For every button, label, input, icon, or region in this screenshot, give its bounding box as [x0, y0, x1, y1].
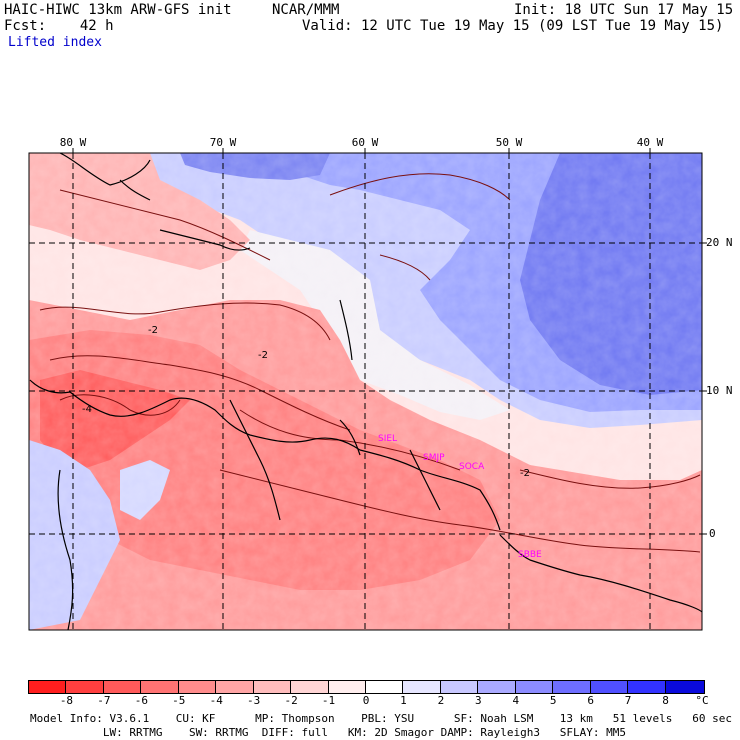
colorbar-swatch — [65, 680, 106, 694]
contour-lines — [39, 173, 701, 553]
valid-time: Valid: 12 UTC Tue 19 May 15 (09 LST Tue … — [302, 18, 724, 34]
colorbar-label: 4 — [512, 694, 520, 707]
colorbar-swatch — [28, 680, 68, 694]
lon-label-40w: 40 W — [636, 136, 664, 149]
station-label-smjp: SMJP — [423, 453, 445, 463]
colorbar-swatch — [552, 680, 593, 694]
colorbar-swatch — [140, 680, 181, 694]
init-time: Init: 18 UTC Sun 17 May 15 — [514, 2, 734, 18]
lon-label-50w: 50 W — [495, 136, 523, 149]
colorbar-swatch — [589, 680, 630, 694]
colorbar-swatch — [514, 680, 555, 694]
lat-label-0: 0 — [709, 527, 716, 540]
colorbar-swatch — [365, 680, 405, 694]
contour-label: -2 — [148, 325, 158, 336]
colorbar-label: -1 — [321, 694, 336, 707]
colorbar-label: -8 — [59, 694, 74, 707]
station-label-siel: SIEL — [378, 434, 397, 444]
footer-model-physics: LW: RRTMG SW: RRTMG DIFF: full KM: 2D Sm… — [30, 726, 627, 739]
coastlines — [29, 153, 702, 630]
station-label-soca: SOCA — [459, 462, 485, 472]
colorbar-label: -7 — [97, 694, 111, 707]
colorbar-label: -3 — [247, 694, 261, 707]
colorbar-label: -4 — [209, 694, 223, 707]
colorbar-swatch — [252, 680, 293, 694]
footer-model-info: Model Info: V3.6.1 CU: KF MP: Thompson P… — [30, 712, 732, 725]
colorbar-swatch — [664, 680, 705, 694]
colorbar-swatch — [327, 680, 368, 694]
colorbar-swatch — [215, 680, 256, 694]
colorbar-label: 7 — [624, 694, 632, 707]
colorbar-swatch — [290, 680, 331, 694]
lat-label-10n: 10 N — [706, 384, 733, 397]
lon-label-70w: 70 W — [209, 136, 237, 149]
contour-label: -2 — [258, 350, 268, 361]
colorbar-label: 6 — [587, 694, 594, 707]
colorbar-label: 3 — [475, 694, 482, 707]
colorbar-label: 5 — [549, 694, 557, 707]
model-title: HAIC-HIWC 13km ARW-GFS init — [4, 2, 232, 18]
lon-label-80w: 80 W — [59, 136, 87, 149]
lat-label-20n: 20 N — [706, 236, 733, 249]
colorbar-label: -2 — [284, 694, 298, 707]
colorbar-swatch — [439, 680, 480, 694]
colorbar-label: -6 — [134, 694, 148, 707]
colorbar-label: -5 — [172, 694, 186, 707]
contour-label: -2 — [520, 468, 530, 479]
lon-label-60w: 60 W — [351, 136, 379, 149]
graticule — [29, 153, 702, 630]
contour-label: -4 — [82, 404, 92, 415]
colorbar-label: 2 — [437, 694, 445, 707]
colorbar-swatch — [177, 680, 218, 694]
colorbar-unit: °C — [695, 694, 709, 707]
colorbar-swatch — [477, 680, 518, 694]
colorbar-swatch — [627, 680, 668, 694]
forecast-hour: Fcst: 42 h — [4, 18, 114, 34]
colorbar-label: 8 — [662, 694, 669, 707]
colorbar-label: 1 — [400, 694, 407, 707]
field-name: Lifted index — [8, 35, 102, 50]
org-label: NCAR/MMM — [272, 2, 340, 18]
station-label-sbbe: SBBE — [518, 550, 542, 560]
colorbar-label: 0 — [362, 694, 370, 707]
frame-ticks — [72, 148, 707, 535]
colorbar-swatch — [402, 680, 443, 694]
colorbar-swatch — [102, 680, 143, 694]
